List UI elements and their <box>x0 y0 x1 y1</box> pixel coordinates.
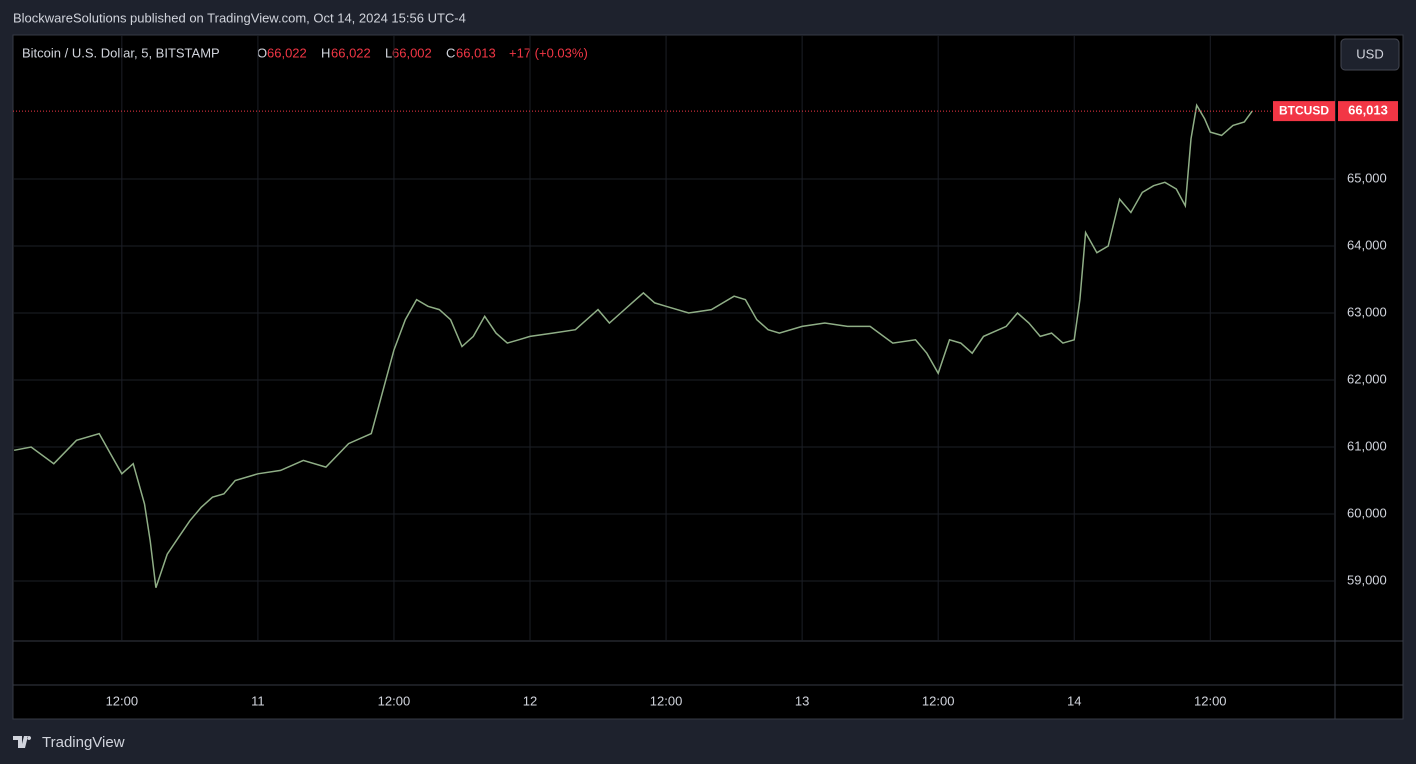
publisher: BlockwareSolutions published on TradingV… <box>13 10 466 25</box>
y-tick-label: 64,000 <box>1347 237 1387 252</box>
y-tick-label: 59,000 <box>1347 572 1387 587</box>
x-tick-label: 12:00 <box>922 693 955 708</box>
x-tick-label: 12:00 <box>650 693 683 708</box>
ohlc-high: 66,022 <box>331 45 371 60</box>
ohlc-h-label: H <box>321 45 330 60</box>
ohlc-o-label: O <box>257 45 267 60</box>
x-tick-label: 11 <box>251 693 265 708</box>
last-price-name: BTCUSD <box>1279 103 1329 117</box>
y-tick-label: 61,000 <box>1347 438 1387 453</box>
price-line <box>13 103 1253 588</box>
last-price-name-bg <box>1273 101 1335 122</box>
ohlc-c-label: C <box>446 45 455 60</box>
y-tick-label: 62,000 <box>1347 371 1387 386</box>
currency[interactable]: USD <box>1356 46 1383 61</box>
ohlc-l-label: L <box>385 45 392 60</box>
last-price-label-bg <box>1338 101 1398 122</box>
x-tick-label: 12 <box>523 693 537 708</box>
x-tick-label: 12:00 <box>1194 693 1227 708</box>
currency-button[interactable] <box>1340 38 1400 71</box>
x-tick-label: 13 <box>795 693 809 708</box>
tradingview-logo <box>13 736 32 748</box>
y-tick-label: 65,000 <box>1347 170 1387 185</box>
x-tick-label: 12:00 <box>106 693 139 708</box>
y-tick-label: 63,000 <box>1347 304 1387 319</box>
y-tick-label: 60,000 <box>1347 505 1387 520</box>
x-tick-label: 12:00 <box>378 693 411 708</box>
ohlc-close: 66,013 <box>456 45 496 60</box>
ohlc-low: 66,002 <box>392 45 432 60</box>
footer-brand: TradingView <box>42 734 125 751</box>
ohlc-change: +17 (+0.03%) <box>509 45 588 60</box>
symbol: Bitcoin / U.S. Dollar, 5, BITSTAMP <box>22 45 220 60</box>
last-price-label: 66,013 <box>1348 103 1388 118</box>
ohlc-open: 66,022 <box>267 45 307 60</box>
x-tick-label: 14 <box>1067 693 1081 708</box>
chart-frame <box>12 34 1404 720</box>
